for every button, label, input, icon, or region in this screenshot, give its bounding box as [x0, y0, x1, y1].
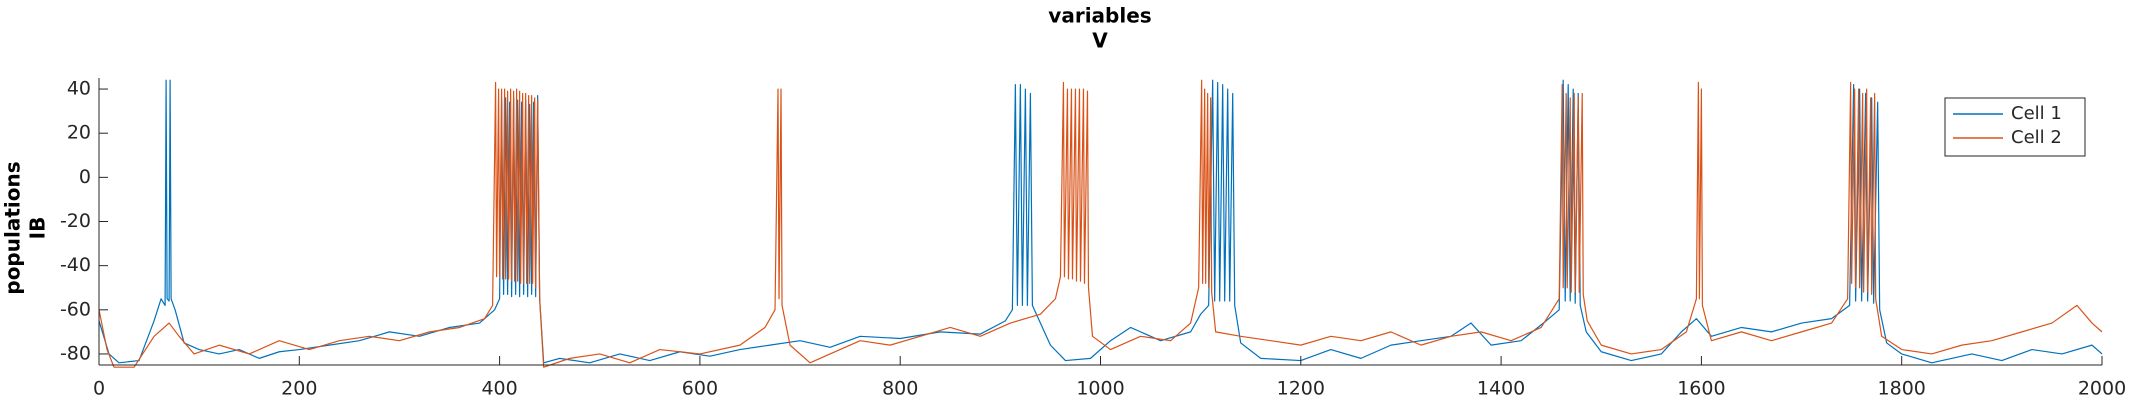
legend-box: [1944, 97, 2086, 157]
x-tick-label: 1400: [1477, 378, 1525, 400]
y-tick-label: 20: [67, 122, 91, 144]
x-tick-label: 200: [281, 378, 317, 400]
y-axis-label: populations: [1, 161, 25, 294]
x-tick-label: 1000: [1076, 378, 1124, 400]
x-tick-label: 800: [882, 378, 918, 400]
x-tick-label: 400: [481, 378, 517, 400]
x-tick-label: 2000: [2078, 378, 2126, 400]
x-tick-label: 600: [682, 378, 718, 400]
legend-label: Cell 1: [2011, 103, 2062, 124]
y-tick-label: -20: [60, 210, 91, 232]
y-tick-label: -40: [60, 254, 91, 276]
y-axis-label: IB: [26, 217, 50, 240]
x-tick-label: 1800: [1878, 378, 1926, 400]
y-tick-label: 40: [67, 78, 91, 100]
series-line: [98, 79, 2103, 364]
legend-label: Cell 2: [2011, 127, 2062, 148]
y-tick-label: 0: [79, 166, 91, 188]
chart-title: V: [1092, 29, 1108, 53]
y-tick-label: -80: [60, 342, 91, 364]
x-tick-label: 0: [93, 378, 105, 400]
x-tick-label: 1600: [1677, 378, 1725, 400]
series-line: [98, 79, 2103, 368]
y-tick-label: -60: [60, 298, 91, 320]
x-tick-label: 1200: [1277, 378, 1325, 400]
chart-title: variables: [1048, 4, 1151, 28]
